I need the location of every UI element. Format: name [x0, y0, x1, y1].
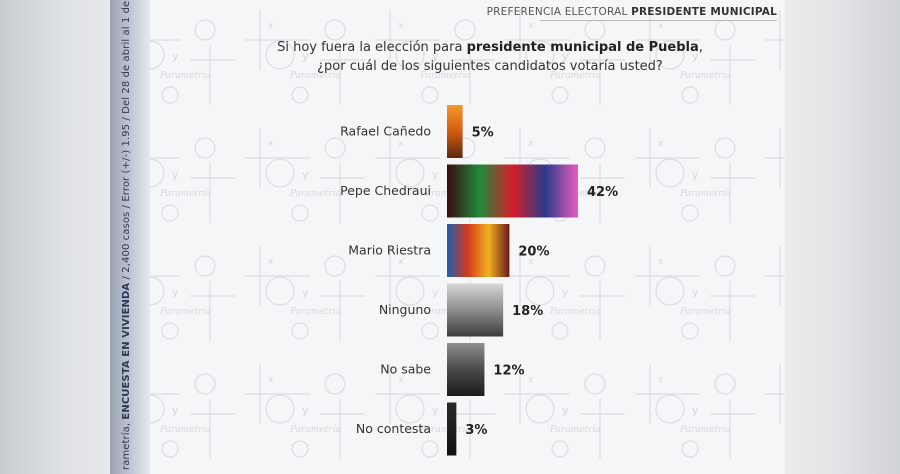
blurred-right-margin: [785, 0, 900, 474]
poll-slide: Parametría x y rametría, ENCUESTA EN VIV…: [110, 0, 785, 474]
category-label: No contesta: [356, 421, 431, 436]
side-strip: [110, 0, 150, 474]
value-label: 18%: [512, 304, 543, 319]
survey-question: Si hoy fuera la elección para presidente…: [277, 40, 703, 74]
bar: [447, 224, 510, 277]
value-label: 5%: [472, 126, 494, 141]
value-label: 42%: [587, 185, 618, 200]
value-label: 12%: [493, 364, 524, 379]
category-label: Pepe Chedraui: [340, 183, 431, 198]
blurred-left-margin: [0, 0, 110, 474]
bar: [447, 343, 485, 396]
category-label: Mario Riestra: [348, 243, 431, 258]
bar: [447, 105, 463, 158]
category-label: No sabe: [380, 362, 431, 377]
header-divider: [540, 20, 777, 21]
category-label: Ninguno: [379, 302, 431, 317]
value-label: 20%: [518, 245, 549, 260]
slide-header: PREFERENCIA ELECTORAL PRESIDENTE MUNICIP…: [486, 6, 777, 18]
bar-chart: Rafael Cañedo 5% Pepe Chedraui 42% Mario Rie…: [340, 105, 618, 456]
value-label: 3%: [465, 423, 487, 438]
category-label: Rafael Cañedo: [340, 124, 431, 139]
bar: [447, 283, 504, 337]
bar: [447, 164, 578, 218]
bar: [447, 402, 457, 456]
